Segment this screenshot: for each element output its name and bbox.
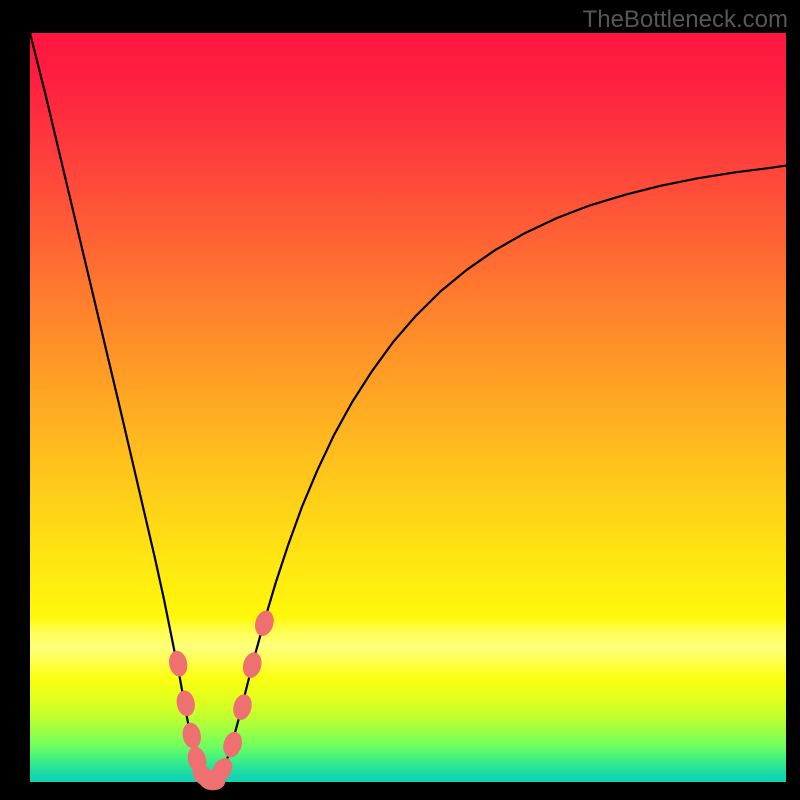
- curve-marker: [175, 689, 197, 718]
- curve-marker: [252, 608, 276, 638]
- curve-marker: [240, 650, 264, 680]
- plot-area: [30, 33, 786, 782]
- curve-marker: [220, 730, 245, 760]
- curve-marker: [167, 649, 190, 678]
- curve-marker: [180, 721, 203, 750]
- bottleneck-curve: [30, 33, 786, 782]
- chart-frame: TheBottleneck.com: [0, 0, 800, 800]
- watermark-text: TheBottleneck.com: [583, 6, 788, 34]
- curve-marker: [231, 692, 255, 722]
- chart-svg: [30, 33, 786, 782]
